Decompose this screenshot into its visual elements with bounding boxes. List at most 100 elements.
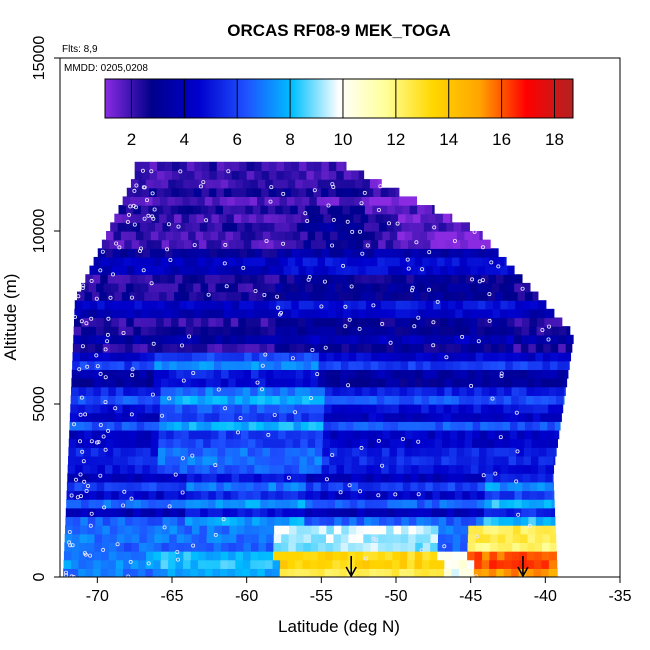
heatmap-cell-857 <box>538 464 547 474</box>
heatmap-cell-2307 <box>126 265 135 275</box>
heatmap-cell-1175 <box>450 421 459 431</box>
heatmap-cell-127 <box>511 559 520 569</box>
heatmap-cell-2351 <box>455 265 464 275</box>
heatmap-cell-1354 <box>309 395 318 405</box>
heatmap-cell-991 <box>553 447 557 457</box>
sample-point-4 <box>114 241 119 246</box>
heatmap-cell-606 <box>141 490 150 500</box>
heatmap-cell-1646 <box>490 360 499 370</box>
heatmap-cell-141 <box>116 551 125 561</box>
heatmap-cell-687 <box>253 481 262 492</box>
heatmap-cell-1993 <box>89 308 98 319</box>
sample-point-217 <box>190 453 195 458</box>
heatmap-cell-472 <box>125 507 134 518</box>
sample-point-1 <box>84 488 89 493</box>
heatmap-cell-2212 <box>305 282 314 293</box>
heatmap-cell-2457 <box>411 248 420 258</box>
heatmap-cell-880 <box>217 455 226 466</box>
heatmap-cell-1096 <box>352 429 361 440</box>
heatmap-cell-321 <box>475 533 484 543</box>
heatmap-cell-1649 <box>512 360 521 370</box>
heatmap-cell-40 <box>361 568 370 577</box>
heatmap-cell-363 <box>296 525 305 535</box>
heatmap-cell-2559 <box>389 231 398 241</box>
heatmap-cell-828 <box>321 464 330 474</box>
heatmap-cell-1192 <box>84 412 93 422</box>
heatmap-cell-2301 <box>518 274 523 284</box>
heatmap-cell-2780 <box>350 187 359 197</box>
heatmap-cell-649 <box>462 490 471 500</box>
heatmap-cell-570 <box>364 499 373 509</box>
heatmap-cell-79 <box>153 559 162 569</box>
heatmap-cell-2527 <box>150 231 159 241</box>
heatmap-cell-1486 <box>295 378 304 388</box>
sample-point-18 <box>85 364 90 369</box>
heatmap-cell-897 <box>344 455 353 466</box>
sample-point-108 <box>308 396 313 401</box>
heatmap-cell-2854 <box>149 161 158 172</box>
heatmap-cell-1389 <box>71 386 80 396</box>
heatmap-cell-1531 <box>131 369 140 379</box>
heatmap-cell-462 <box>543 516 552 526</box>
heatmap-cell-49 <box>429 568 438 577</box>
heatmap-cell-2768 <box>261 187 270 197</box>
sample-point-153 <box>386 221 391 226</box>
heatmap-cell-1430 <box>377 386 386 396</box>
heatmap-cell-1739 <box>184 343 193 353</box>
heatmap-cell-1544 <box>228 369 237 379</box>
heatmap-cell-581 <box>446 499 456 509</box>
heatmap-cell-236 <box>333 542 342 552</box>
heatmap-cell-815 <box>224 464 233 474</box>
heatmap-cell-621 <box>253 490 262 500</box>
heatmap-cell-1319 <box>540 404 549 414</box>
heatmap-cell-1760 <box>341 343 350 353</box>
heatmap-cell-1621 <box>303 360 312 370</box>
heatmap-cell-1491 <box>332 378 341 388</box>
heatmap-cell-1584 <box>527 369 536 379</box>
heatmap-cell-1979 <box>477 317 486 327</box>
heatmap-cell-2112 <box>492 300 501 310</box>
heatmap-cell-2673 <box>163 205 172 215</box>
heatmap-cell-2848 <box>336 170 345 180</box>
heatmap-cell-1848 <box>498 334 507 345</box>
heatmap-cell-854 <box>515 464 524 474</box>
heatmap-cell-1845 <box>476 334 485 345</box>
heatmap-cell-2325 <box>261 265 270 275</box>
heatmap-cell-909 <box>433 455 442 466</box>
heatmap-cell-1361 <box>361 395 370 405</box>
heatmap-cell-1394 <box>108 386 117 396</box>
heatmap-cell-1030 <box>352 438 361 448</box>
heatmap-cell-2509 <box>400 239 409 249</box>
heatmap-cell-1123 <box>554 429 560 440</box>
heatmap-cell-830 <box>336 464 345 474</box>
heatmap-cell-2575 <box>132 222 141 232</box>
heatmap-cell-2742 <box>361 196 370 206</box>
heatmap-cell-2341 <box>380 265 389 275</box>
heatmap-cell-530 <box>66 499 75 509</box>
heatmap-cell-1174 <box>442 421 451 431</box>
heatmap-cell-371 <box>356 525 365 535</box>
heatmap-cell-402 <box>95 516 104 526</box>
heatmap-cell-447 <box>431 516 440 526</box>
heatmap-cell-1932 <box>126 317 135 327</box>
heatmap-cell-1622 <box>311 360 320 370</box>
heatmap-cell-1574 <box>452 369 461 379</box>
heatmap-cell-2384 <box>280 256 289 267</box>
heatmap-cell-1500 <box>399 378 408 388</box>
heatmap-cell-1588 <box>557 369 566 379</box>
heatmap-cell-1720 <box>542 352 551 362</box>
heatmap-cell-1881 <box>245 326 254 336</box>
heatmap-cell-177 <box>384 551 394 561</box>
heatmap-cell-1997 <box>119 308 128 319</box>
sample-point-37 <box>74 477 79 482</box>
colorbar-tick-label: 14 <box>439 130 458 149</box>
heatmap-cell-2463 <box>456 248 465 258</box>
heatmap-cell-491 <box>267 507 276 518</box>
heatmap-cell-958 <box>307 447 316 457</box>
heatmap-cell-2620 <box>468 222 470 232</box>
heatmap-cell-438 <box>364 516 373 526</box>
sample-point-133 <box>121 503 126 508</box>
sample-point-87 <box>516 512 521 517</box>
heatmap-cell-2302 <box>89 265 98 275</box>
sample-point-125 <box>400 436 405 441</box>
